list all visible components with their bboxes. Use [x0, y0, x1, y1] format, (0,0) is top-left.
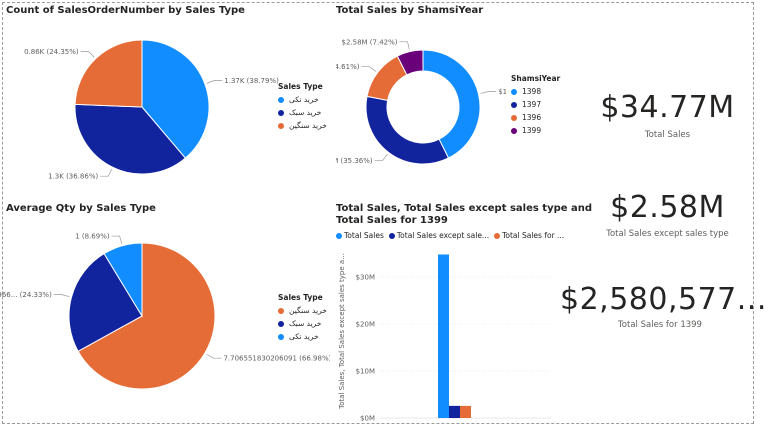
pie1-title: Count of SalesOrderNumber by Sales Type	[6, 5, 245, 16]
card-total-sales-value: $34.77M	[600, 90, 735, 125]
bar-legend-marker-1	[388, 232, 395, 239]
legend-label-3: 1399	[522, 126, 542, 135]
bar-y-tick-1: $10M	[356, 367, 375, 375]
legend-item-2[interactable]: خرید تکی	[278, 332, 327, 341]
bar-0[interactable]	[438, 254, 449, 418]
legend-marker-1	[278, 109, 284, 116]
bar-legend-marker-2	[494, 232, 501, 239]
pie2-legend[interactable]: Sales Type خرید سنگین خرید سبک خرید تکی	[278, 293, 327, 345]
leader-line-1	[374, 153, 388, 161]
slice-2[interactable]	[103, 242, 143, 318]
bar-legend-marker-0	[336, 232, 342, 239]
report-canvas	[2, 2, 754, 424]
legend-marker-1	[278, 320, 284, 327]
leader-line-2	[361, 66, 377, 72]
pie1-legend[interactable]: Sales Type خرید تکی خرید سبک خرید سنگین	[278, 82, 327, 134]
legend-item-1[interactable]: خرید سبک	[278, 319, 327, 328]
legend-item-1[interactable]: 1397	[511, 100, 560, 109]
data-label-1: 2.79966... (24.33%)	[0, 291, 52, 299]
legend-label-1: 1397	[522, 100, 542, 109]
legend-label-2: خرید سنگین	[289, 121, 327, 130]
pie1-chart[interactable]: 1.37K (38.79%) 1.3K (36.86%) 0.86K (24.35%…	[0, 20, 330, 200]
bar-1[interactable]	[449, 405, 460, 418]
pie1-legend-title: Sales Type	[278, 82, 323, 91]
data-label-2: $5.08M (14.61%)	[336, 63, 360, 71]
legend-item-0[interactable]: خرید تکی	[278, 95, 327, 104]
donut-legend[interactable]: ShamsiYear 1398 1397 1396 1399	[511, 74, 560, 139]
leader-line-1	[53, 294, 70, 298]
bar-legend-item-1[interactable]: Total Sales except sale...	[388, 231, 490, 240]
data-label-2: 0.86K (24.35%)	[24, 48, 79, 56]
legend-label-0: 1398	[522, 87, 542, 96]
donut-title: Total Sales by ShamsiYear	[336, 5, 484, 16]
slice-0[interactable]	[141, 39, 210, 159]
leader-line-0	[206, 353, 222, 359]
leader-line-3	[399, 41, 410, 50]
bar-legend-label-1: Total Sales except sale...	[396, 231, 490, 240]
leader-line-2	[111, 235, 123, 244]
bar-y-tick-2: $20M	[356, 320, 375, 328]
data-label-3: $2.58M (7.42%)	[342, 38, 398, 46]
bar-legend-item-2[interactable]: Total Sales for ...	[494, 231, 564, 240]
legend-marker-2	[511, 114, 517, 121]
bar-title-line2: Total Sales for 1399	[336, 215, 448, 226]
legend-marker-1	[511, 101, 517, 108]
leader-line-1	[100, 168, 113, 177]
pie2-legend-title: Sales Type	[278, 293, 323, 302]
leader-line-2	[80, 51, 95, 58]
data-label-2: 1 (8.69%)	[75, 233, 110, 241]
slice-2[interactable]	[74, 39, 143, 108]
legend-label-2: 1396	[522, 113, 542, 122]
slice-1[interactable]	[74, 103, 187, 175]
legend-marker-0	[278, 96, 284, 103]
slice-0[interactable]	[77, 242, 216, 390]
legend-item-2[interactable]: 1396	[511, 113, 560, 122]
card-except-sales-type-label: Total Sales except sales type	[606, 229, 729, 239]
data-label-0: 7.706551830206091 (66.98%)	[223, 355, 330, 363]
pie2-chart[interactable]: 7.706551830206091 (66.98%) 2.79966... (24…	[0, 218, 330, 418]
bar-y-axis-title: Total Sales, Total Sales except sales ty…	[338, 253, 346, 410]
bar-title-line1: Total Sales, Total Sales except sales ty…	[336, 203, 593, 214]
bar-legend-item-0[interactable]: Total Sales	[336, 231, 384, 240]
bar-y-tick-3: $30M	[356, 273, 375, 281]
legend-item-0[interactable]: خرید سنگین	[278, 306, 327, 315]
data-label-1: 1.3K (36.86%)	[48, 173, 98, 181]
data-label-0: $14.82M (42.61%)	[498, 88, 506, 96]
card-total-sales-label: Total Sales	[644, 130, 691, 140]
bar-legend-label-2: Total Sales for ...	[502, 231, 565, 240]
legend-marker-0	[511, 88, 517, 95]
legend-label-1: خرید سبک	[289, 319, 322, 328]
donut-chart[interactable]: $14.82M (42.61%) $12.29M (35.36%) $5.08M (…	[336, 20, 506, 190]
slice-1[interactable]	[68, 252, 143, 352]
legend-item-3[interactable]: 1399	[511, 126, 560, 135]
slice-1[interactable]	[365, 95, 450, 165]
bar-legend-label-0: Total Sales	[344, 231, 384, 240]
legend-label-1: خرید سبک	[289, 108, 322, 117]
legend-item-0[interactable]: 1398	[511, 87, 560, 96]
legend-marker-2	[278, 333, 284, 340]
legend-item-2[interactable]: خرید سنگین	[278, 121, 327, 130]
legend-label-0: خرید سنگین	[289, 306, 327, 315]
bar-2[interactable]	[460, 405, 471, 418]
data-label-1: $12.29M (35.36%)	[336, 157, 373, 165]
pie2-title: Average Qty by Sales Type	[6, 203, 156, 214]
card-sales-1399-label: Total Sales for 1399	[618, 320, 702, 330]
legend-label-0: خرید تکی	[289, 95, 319, 104]
legend-item-1[interactable]: خرید سبک	[278, 108, 327, 117]
bar-chart[interactable]: Total Sales, Total Sales except sales ty…	[336, 244, 556, 424]
slice-0[interactable]	[422, 49, 481, 159]
leader-line-0	[206, 80, 223, 84]
legend-marker-2	[278, 122, 284, 129]
slice-3[interactable]	[396, 49, 424, 76]
bar-legend[interactable]: Total Sales Total Sales except sale... Tot…	[336, 231, 569, 240]
bar-y-tick-0: $0M	[360, 415, 375, 423]
legend-marker-3	[511, 127, 517, 134]
donut-legend-title: ShamsiYear	[511, 74, 561, 83]
legend-marker-0	[278, 307, 284, 314]
leader-line-0	[480, 91, 497, 94]
legend-label-2: خرید تکی	[289, 332, 319, 341]
card-sales-1399-value: $2,580,577....	[560, 282, 764, 317]
data-label-0: 1.37K (38.79%)	[224, 77, 279, 85]
card-except-sales-type-value: $2.58M	[610, 190, 725, 225]
